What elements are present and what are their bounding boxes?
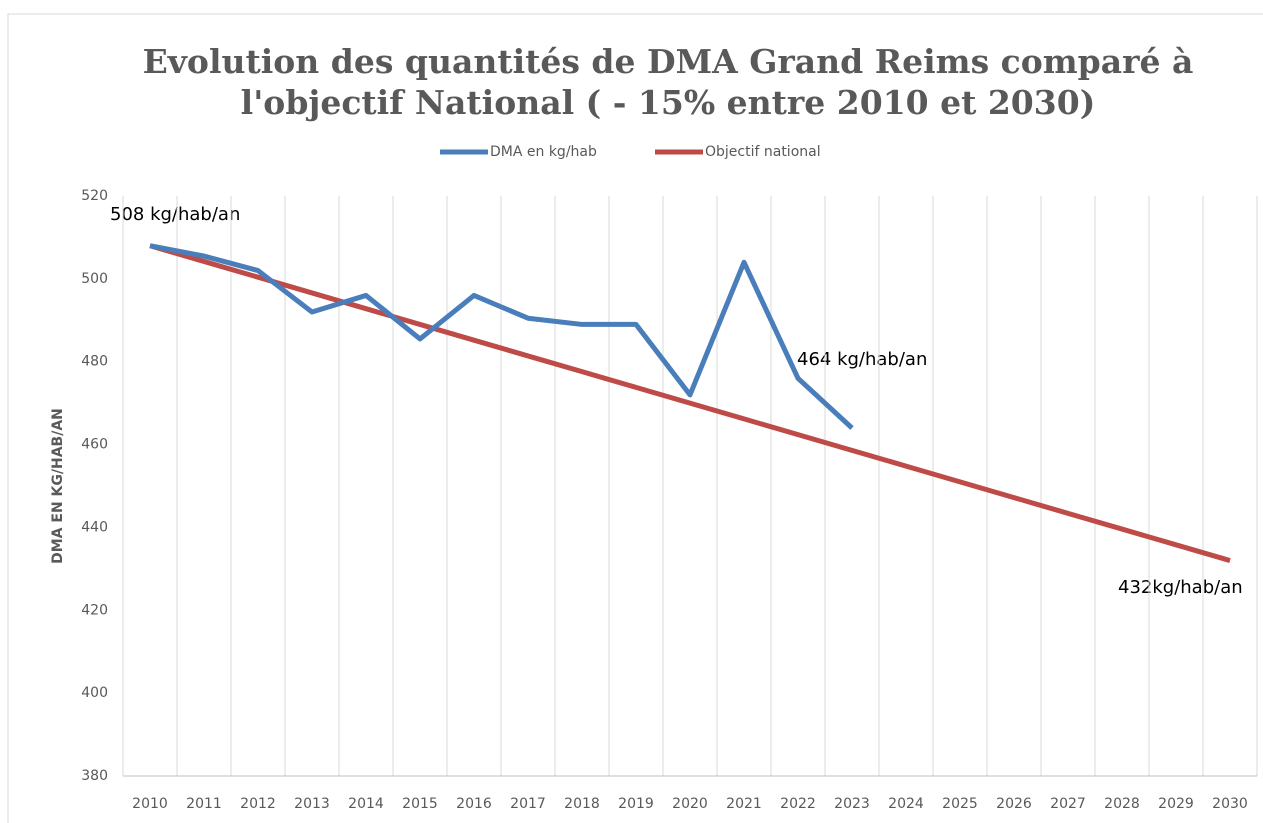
x-tick-label: 2015 xyxy=(402,796,438,812)
legend-label: Objectif national xyxy=(705,144,821,160)
annotation: 464 kg/hab/an xyxy=(797,349,927,370)
y-tick-label: 420 xyxy=(81,602,108,618)
x-tick-label: 2030 xyxy=(1212,796,1248,812)
x-tick-label: 2021 xyxy=(726,796,762,812)
y-tick-label: 440 xyxy=(81,519,108,535)
y-axis-label: DMA EN KG/HAB/AN xyxy=(50,408,66,564)
x-tick-label: 2010 xyxy=(132,796,168,812)
x-tick-label: 2026 xyxy=(996,796,1032,812)
x-tick-label: 2013 xyxy=(294,796,330,812)
y-tick-label: 520 xyxy=(81,188,108,204)
chart-title: Evolution des quantités de DMA Grand Rei… xyxy=(143,42,1194,81)
chart-frame xyxy=(7,13,1263,823)
x-tick-label: 2022 xyxy=(780,796,816,812)
x-tick-label: 2020 xyxy=(672,796,708,812)
annotation: 508 kg/hab/an xyxy=(110,204,240,225)
x-tick-label: 2024 xyxy=(888,796,924,812)
series-line xyxy=(149,243,854,430)
y-tick-label: 380 xyxy=(81,768,108,784)
x-tick-label: 2025 xyxy=(942,796,978,812)
legend-label: DMA en kg/hab xyxy=(490,144,597,160)
y-tick-label: 500 xyxy=(81,271,108,287)
x-tick-label: 2016 xyxy=(456,796,492,812)
series-line xyxy=(149,243,1231,563)
x-tick-label: 2028 xyxy=(1104,796,1140,812)
x-tick-label: 2019 xyxy=(618,796,654,812)
x-tick-label: 2023 xyxy=(834,796,870,812)
x-tick-label: 2012 xyxy=(240,796,276,812)
x-tick-label: 2027 xyxy=(1050,796,1086,812)
y-tick-label: 400 xyxy=(81,685,108,701)
y-tick-label: 480 xyxy=(81,354,108,370)
annotation: 432kg/hab/an xyxy=(1118,577,1243,598)
x-tick-label: 2017 xyxy=(510,796,546,812)
x-tick-label: 2011 xyxy=(186,796,222,812)
chart-title: l'objectif National ( - 15% entre 2010 e… xyxy=(241,83,1096,122)
x-tick-label: 2018 xyxy=(564,796,600,812)
x-tick-label: 2029 xyxy=(1158,796,1194,812)
x-tick-label: 2014 xyxy=(348,796,384,812)
y-tick-label: 460 xyxy=(81,437,108,453)
